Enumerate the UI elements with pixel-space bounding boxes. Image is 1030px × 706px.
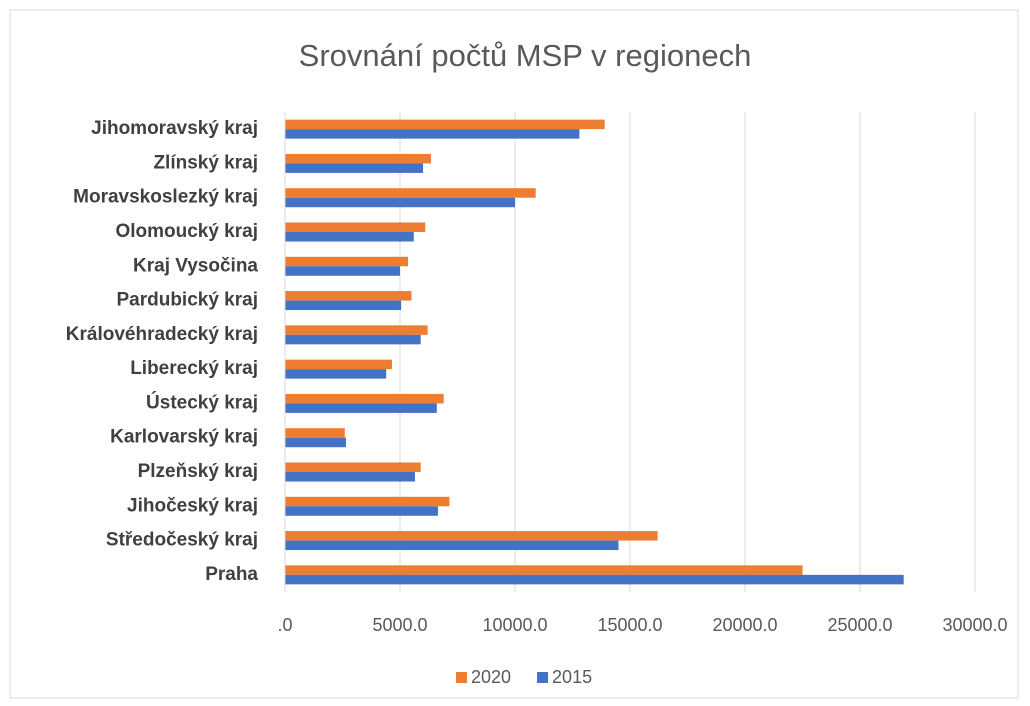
bar (285, 540, 619, 551)
bar (285, 428, 345, 438)
y-tick-label: Karlovarský kraj (110, 427, 258, 448)
bar (285, 506, 438, 516)
bar (285, 232, 414, 242)
y-tick-label: Pardubický kraj (116, 290, 258, 311)
bar (285, 472, 415, 482)
bar (285, 163, 423, 173)
bar (285, 565, 803, 575)
x-tick-label: .0 (277, 615, 292, 635)
chart-title: Srovnání počtů MSP v regionech (299, 38, 752, 73)
bar (285, 266, 400, 276)
y-tick-label: Zlínský kraj (153, 152, 258, 173)
x-tick-label: 20000.0 (712, 615, 777, 635)
y-tick-label: Kraj Vysočina (133, 255, 258, 276)
bar (285, 222, 426, 232)
bar (285, 129, 580, 139)
bar (285, 119, 605, 130)
bar (285, 153, 432, 164)
x-tick-label: 5000.0 (372, 615, 427, 635)
bar (285, 496, 450, 507)
bar (285, 300, 402, 311)
y-tick-label: Ústecký kraj (146, 391, 258, 413)
x-tick-label: 10000.0 (482, 615, 547, 635)
bar (285, 197, 515, 208)
bar (285, 393, 444, 404)
y-tick-label: Praha (205, 564, 258, 585)
bar (285, 369, 387, 379)
bar (285, 188, 536, 198)
y-tick-label: Středočeský kraj (106, 530, 258, 551)
y-tick-label: Plzeňský kraj (138, 461, 258, 482)
bar (285, 334, 421, 345)
bar (285, 403, 437, 413)
y-tick-label: Jihočeský kraj (127, 495, 258, 516)
chart-border (9, 9, 1019, 699)
legend-swatch (456, 672, 467, 683)
x-tick-label: 25000.0 (827, 615, 892, 635)
bar (285, 325, 428, 335)
y-tick-label: Jihomoravský kraj (91, 118, 258, 139)
legend-label: 2020 (471, 667, 511, 687)
bar (285, 359, 392, 370)
legend-swatch (537, 672, 549, 683)
x-tick-label: 15000.0 (597, 615, 662, 635)
y-tick-label: Královéhradecký kraj (66, 324, 258, 345)
bar (285, 256, 409, 267)
legend-label: 2015 (552, 667, 592, 687)
bar (285, 437, 346, 448)
y-tick-label: Olomoucký kraj (115, 221, 258, 242)
y-tick-label: Moravskoslezký kraj (73, 187, 258, 208)
bar (285, 531, 658, 541)
bar (285, 574, 904, 585)
x-tick-label: 30000.0 (942, 615, 1007, 635)
bar (285, 291, 412, 301)
bar (285, 462, 421, 472)
y-tick-label: Liberecký kraj (130, 358, 258, 379)
